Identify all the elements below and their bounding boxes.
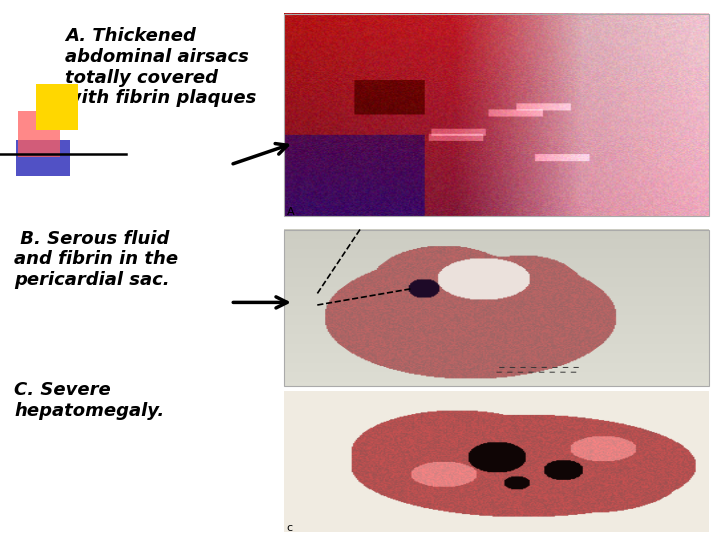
Bar xyxy=(18,111,60,157)
Bar xyxy=(284,230,709,386)
Text: C. Severe
hepatomegaly.: C. Severe hepatomegaly. xyxy=(14,381,165,420)
Text: c: c xyxy=(287,523,293,533)
Bar xyxy=(36,84,78,130)
Bar xyxy=(16,140,70,176)
Bar xyxy=(284,14,709,216)
Text: B. Serous fluid
and fibrin in the
pericardial sac.: B. Serous fluid and fibrin in the perica… xyxy=(14,230,179,289)
Text: A. Thickened
abdominal airsacs
totally covered
with fibrin plaques
.: A. Thickened abdominal airsacs totally c… xyxy=(65,27,256,128)
Text: A: A xyxy=(287,207,294,217)
